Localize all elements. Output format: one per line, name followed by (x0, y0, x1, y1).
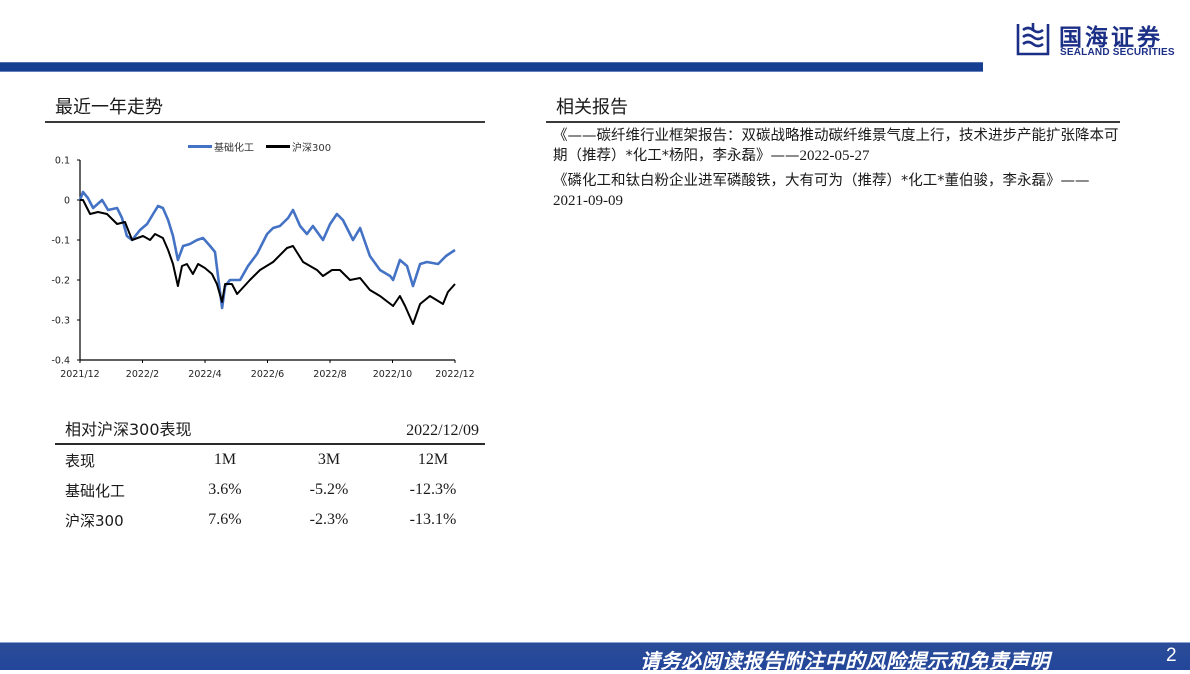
page-number: 2 (1166, 645, 1177, 666)
legend-swatch-blue (188, 145, 212, 148)
row-label: 沪深300 (65, 511, 124, 530)
reports-title: 相关报告 (556, 97, 628, 118)
y-tick-label: -0.3 (51, 316, 70, 327)
cell-value: -5.2% (309, 481, 349, 498)
x-tick-label: 2022/8 (313, 369, 346, 380)
y-tick-label: -0.4 (51, 356, 70, 367)
perf-header: 相对沪深300表现 2022/12/09 (55, 416, 485, 442)
reports-title-rule (546, 121, 1120, 123)
cell-value: -13.1% (409, 511, 457, 528)
y-tick-label: -0.2 (51, 276, 70, 287)
table-row: 基础化工 3.6% -5.2% -12.3% (55, 475, 485, 505)
table-header-row: 表现 1M 3M 12M (55, 445, 485, 475)
column-header: 12M (417, 451, 449, 468)
related-reports-list: 《——碳纤维行业框架报告：双碳战略推动碳纤维景气度上行，技术进步产能扩张降本可期… (553, 126, 1123, 216)
x-tick-label: 2022/12 (435, 369, 474, 380)
y-tick-label: 0 (64, 196, 70, 207)
line-chart-plot: 0.1 0 -0.1 -0.2 -0.3 -0.4 2021/12 2022/2 2022/4 2… (51, 156, 474, 381)
legend-label: 沪深300 (292, 143, 332, 154)
report-date: 2022-05-27 (799, 148, 870, 164)
legend-item-hs300: 沪深300 (266, 139, 331, 154)
trend-title-rule (45, 121, 485, 123)
trend-title: 最近一年走势 (55, 97, 163, 118)
legend-label: 基础化工 (214, 143, 254, 154)
perf-title: 相对沪深300表现 (65, 420, 192, 439)
cell-value: 3.6% (208, 481, 242, 498)
x-tick-label: 2022/6 (251, 369, 284, 380)
x-tick-label: 2022/4 (188, 369, 221, 380)
legend-swatch-black (266, 145, 290, 148)
relative-performance-table: 相对沪深300表现 2022/12/09 表现 1M 3M 12M 基础化工 3… (55, 416, 485, 535)
x-tick-label: 2021/12 (60, 369, 99, 380)
report-text[interactable]: 《——碳纤维行业框架报告：双碳战略推动碳纤维景气度上行，技术进步产能扩张降本可期… (553, 128, 1119, 164)
report-item[interactable]: 《磷化工和钛白粉企业进军磷酸铁，大有可为（推荐）*化工*董伯骏，李永磊》—— 20… (553, 171, 1123, 211)
x-tick-label: 2022/10 (373, 369, 412, 380)
y-tick-label: -0.1 (51, 236, 70, 247)
cell-value: 7.6% (208, 511, 242, 528)
perf-rule (55, 443, 485, 445)
disclaimer-text: 请务必阅读报告附注中的风险提示和免责声明 (640, 649, 1050, 673)
x-tick-label: 2022/2 (126, 369, 159, 380)
column-header: 1M (213, 451, 237, 468)
report-date: 2021-09-09 (553, 193, 623, 209)
column-header: 表现 (65, 451, 96, 470)
report-text[interactable]: 《磷化工和钛白粉企业进军磷酸铁，大有可为（推荐）*化工*董伯骏，李永磊》—— (553, 173, 1090, 189)
company-logo: 国海证券 SEALAND SECURITIES (1015, 18, 1180, 62)
table-row: 沪深300 7.6% -2.3% -13.1% (55, 505, 485, 535)
cell-value: -12.3% (409, 481, 457, 498)
legend-item-chem: 基础化工 (188, 139, 254, 154)
logo-chinese-name: 国海证券 (1059, 25, 1163, 51)
cell-value: -2.3% (309, 511, 349, 528)
trend-chart: 基础化工 沪深300 0.1 0 -0.1 -0.2 -0.3 -0.4 2021/12 20… (40, 130, 490, 380)
logo-english-name: SEALAND SECURITIES (1060, 47, 1175, 58)
y-tick-label: 0.1 (55, 156, 70, 167)
row-label: 基础化工 (65, 481, 126, 500)
series-line-1 (80, 199, 456, 325)
chart-legend: 基础化工 沪深300 (188, 139, 331, 154)
header-bar (0, 62, 983, 72)
report-item[interactable]: 《——碳纤维行业框架报告：双碳战略推动碳纤维景气度上行，技术进步产能扩张降本可期… (553, 126, 1123, 166)
sealand-logo-icon (1016, 23, 1050, 56)
column-header: 3M (317, 451, 341, 468)
series-line-0 (78, 190, 456, 310)
perf-date: 2022/12/09 (406, 422, 479, 439)
footer-bar: 请务必阅读报告附注中的风险提示和免责声明 2 (0, 642, 1190, 673)
